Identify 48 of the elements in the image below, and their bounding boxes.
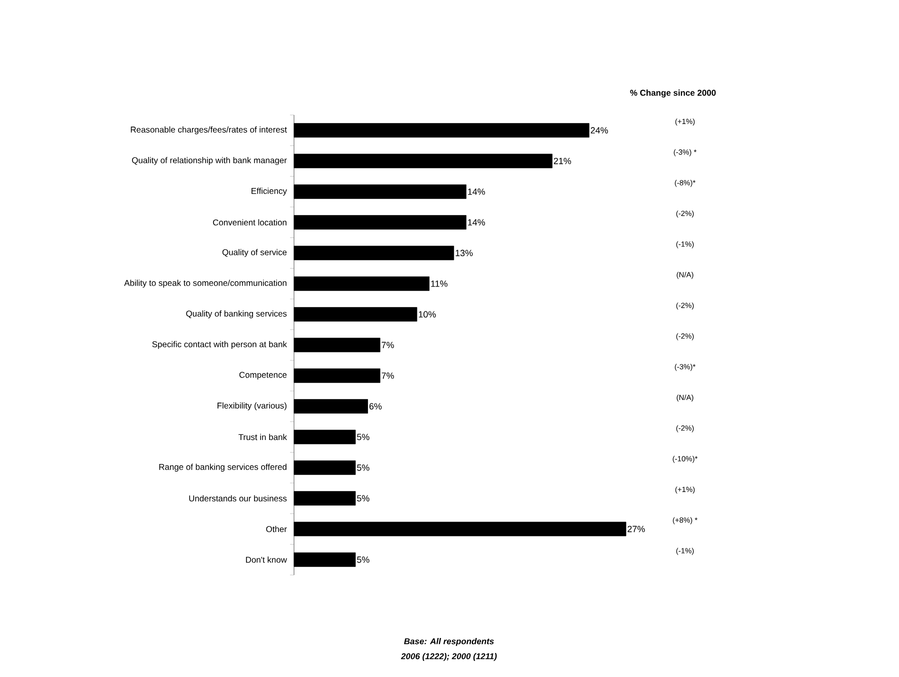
bar (294, 430, 356, 444)
data-label: 21% (554, 158, 572, 164)
data-label: 13% (456, 250, 473, 256)
bar (294, 276, 430, 291)
text: 2006 (1222); 2000 (1211) (400, 653, 497, 661)
y-tick-label: Efficiency (252, 188, 287, 196)
data-label: 5% (357, 495, 370, 502)
y-tick-label: Quality of service (222, 249, 287, 257)
y-tick-label: Quality of relationship with bank manager (132, 157, 287, 165)
data-label: 7% (382, 372, 394, 379)
bar (294, 246, 454, 260)
y-tick-label: Flexibility (various) (218, 402, 286, 410)
y-tick-label: Convenient location (213, 219, 286, 226)
bar (294, 307, 418, 322)
y-tick-label: Competence (239, 372, 287, 380)
y-tick-label: Reasonable charges/fees/rates of interest (130, 126, 287, 134)
bar (294, 522, 626, 536)
bar (294, 215, 466, 230)
bar (294, 123, 590, 138)
bar (294, 399, 368, 414)
data-label: 24% (590, 127, 608, 134)
y-tick-label: Understands our business (189, 495, 287, 502)
data-label: 5% (357, 556, 370, 563)
data-label: 14% (468, 219, 485, 226)
bar (294, 368, 380, 383)
bar (294, 154, 552, 168)
y-tick-label: Trust in bank (238, 434, 287, 440)
bar (294, 338, 380, 352)
text: Base: All respondents (404, 638, 494, 646)
y-tick-label: Don't know (246, 556, 287, 563)
text: % Change since 2000 (630, 90, 716, 98)
y-tick-label: Quality of banking services (186, 310, 287, 318)
y-tick-label: Other (266, 526, 287, 532)
data-label: 5% (357, 464, 370, 471)
y-tick-label: Ability to speak to someone/communication (124, 280, 286, 288)
bar (294, 552, 356, 567)
data-label: 5% (357, 434, 370, 440)
bar (294, 491, 356, 506)
y-tick-label: Specific contact with person at bank (152, 341, 287, 349)
data-label: 27% (628, 526, 645, 532)
data-label: 11% (431, 280, 448, 287)
data-label: 10% (418, 311, 436, 318)
data-label: 6% (369, 403, 382, 410)
bar (294, 460, 356, 475)
data-label: 7% (382, 342, 394, 348)
data-label: 14% (468, 188, 485, 195)
y-tick-label: Range of banking services offered (159, 464, 286, 472)
bar (294, 184, 466, 199)
